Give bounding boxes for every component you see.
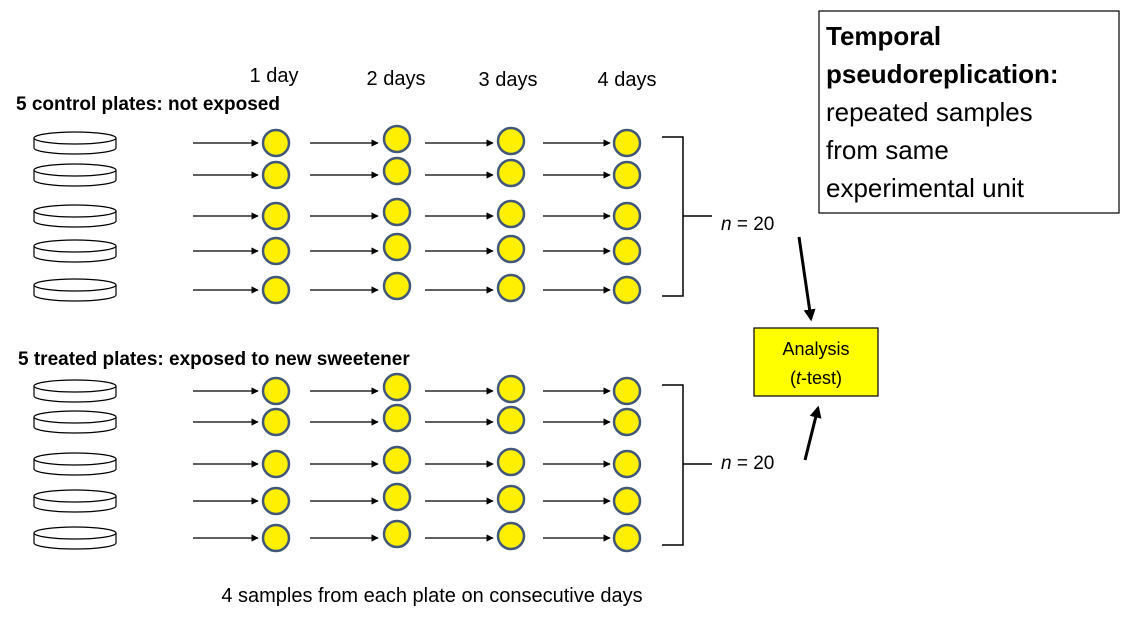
callout-title-line1: Temporal	[826, 21, 941, 51]
control-sample-4-day-2	[382, 232, 412, 262]
control-sample-3-day-3	[496, 199, 526, 229]
treated-plate-3	[33, 452, 117, 476]
control-sample-2-day-1	[261, 160, 291, 190]
analysis-label: Analysis	[782, 339, 849, 359]
treated-n-label: n = 20	[721, 453, 774, 474]
control-plate-4	[33, 239, 117, 263]
treated-sample-5-day-2	[382, 519, 412, 549]
control-sample-2-day-3	[496, 158, 526, 188]
control-plate-3	[33, 204, 117, 228]
day-label-3: 3 days	[479, 69, 538, 91]
control-plate-2	[33, 163, 117, 187]
control-bracket	[662, 136, 684, 297]
treated-sample-5-day-4	[612, 523, 642, 553]
control-sample-1-day-1	[261, 128, 291, 158]
treated-sample-5-day-1	[261, 523, 291, 553]
callout-body-line2: from same	[826, 135, 949, 165]
control-sample-4-day-1	[261, 236, 291, 266]
control-sample-5-day-3	[496, 273, 526, 303]
footer-caption: 4 samples from each plate on consecutive…	[221, 585, 642, 607]
callout-title-line2: pseudoreplication:	[826, 59, 1059, 89]
treated-sample-2-day-1	[261, 407, 291, 437]
treated-sample-5-day-3	[496, 521, 526, 551]
control-n-label: n = 20	[721, 214, 774, 235]
control-sample-5-day-2	[382, 271, 412, 301]
control-sample-2-day-2	[382, 156, 412, 186]
treated-plates	[33, 372, 642, 553]
control-sample-3-day-4	[612, 201, 642, 231]
treated-sample-2-day-4	[612, 407, 642, 437]
control-sample-4-day-3	[496, 234, 526, 264]
callout-box	[818, 10, 1120, 214]
treated-sample-1-day-4	[612, 376, 642, 406]
treated-sample-4-day-1	[261, 486, 291, 516]
treated-plate-4	[33, 489, 117, 513]
control-sample-4-day-4	[612, 236, 642, 266]
day-label-4: 4 days	[598, 69, 657, 91]
callout-body-line1: repeated samples	[826, 97, 1033, 127]
control-sample-5-day-4	[612, 275, 642, 305]
treated-sample-4-day-3	[496, 484, 526, 514]
treated-sample-2-day-3	[496, 405, 526, 435]
treated-to-analysis-arrow	[803, 405, 822, 461]
treated-sample-4-day-4	[612, 486, 642, 516]
analysis-test-label: (t-test)	[790, 368, 842, 388]
control-group-label: 5 control plates: not exposed	[16, 94, 280, 115]
control-sample-3-day-2	[382, 197, 412, 227]
treated-plate-5	[33, 526, 117, 550]
treated-sample-4-day-2	[382, 482, 412, 512]
treated-plate-2	[33, 410, 117, 434]
control-plate-5	[33, 278, 117, 302]
treated-bracket	[662, 384, 684, 546]
analysis-box	[753, 327, 879, 397]
treated-plate-1	[33, 379, 117, 403]
treated-sample-1-day-2	[382, 372, 412, 402]
day-label-2: 2 days	[367, 68, 426, 90]
treated-sample-3-day-1	[261, 449, 291, 479]
treated-sample-3-day-3	[496, 447, 526, 477]
control-sample-2-day-4	[612, 160, 642, 190]
control-sample-1-day-4	[612, 128, 642, 158]
control-sample-3-day-1	[261, 201, 291, 231]
control-to-analysis-arrow	[797, 236, 816, 322]
control-sample-1-day-2	[382, 124, 412, 154]
treated-sample-2-day-2	[382, 403, 412, 433]
treated-sample-3-day-4	[612, 449, 642, 479]
control-plates	[33, 124, 642, 305]
control-sample-5-day-1	[261, 275, 291, 305]
control-plate-1	[33, 131, 117, 155]
treated-sample-3-day-2	[382, 445, 412, 475]
control-sample-1-day-3	[496, 126, 526, 156]
day-label-1: 1 day	[250, 65, 299, 87]
treated-sample-1-day-1	[261, 376, 291, 406]
treated-group-label: 5 treated plates: exposed to new sweeten…	[18, 349, 410, 370]
treated-sample-1-day-3	[496, 374, 526, 404]
callout-body-line3: experimental unit	[826, 173, 1025, 203]
